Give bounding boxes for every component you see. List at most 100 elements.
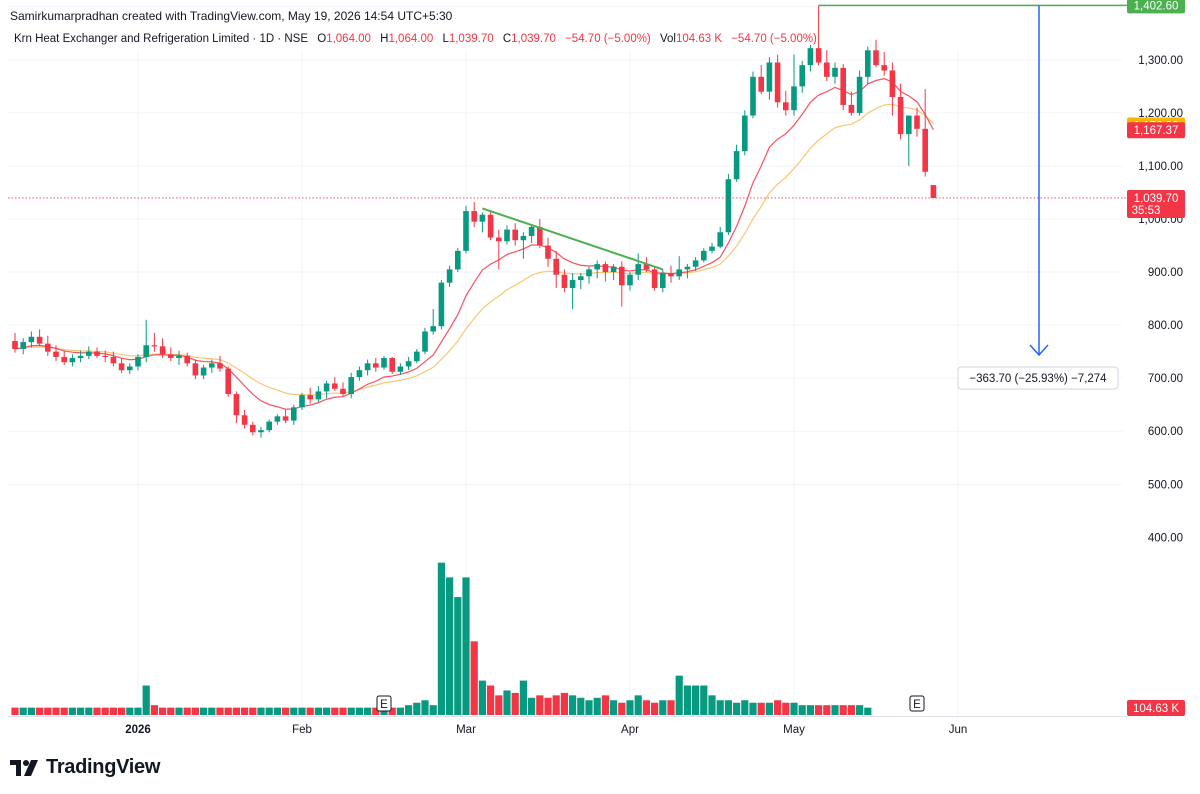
- candle-body: [340, 388, 346, 395]
- candle-body: [176, 355, 182, 358]
- candle: [389, 356, 395, 374]
- price-change: −54.70 (−5.00%): [565, 33, 651, 45]
- volume-bar: [241, 707, 249, 715]
- volume-change: −54.70 (−5.00%): [731, 33, 817, 45]
- candle: [766, 57, 773, 100]
- candle: [840, 64, 846, 111]
- volume-bar: [446, 577, 454, 715]
- candle-body: [28, 336, 35, 343]
- tradingview-logo[interactable]: TradingView: [10, 756, 160, 779]
- candle: [20, 338, 26, 355]
- time-axis-tick-label: Mar: [456, 724, 476, 736]
- candle: [110, 351, 117, 367]
- candle: [192, 359, 199, 380]
- candle-body: [504, 229, 510, 242]
- candle: [512, 223, 518, 246]
- time-axis: 2026 Feb Mar Apr May Jun: [125, 724, 967, 736]
- candle-body: [110, 356, 117, 364]
- earnings-marker: E: [909, 695, 925, 712]
- candle: [36, 329, 43, 347]
- volume-bar: [109, 707, 117, 715]
- volume-bar: [216, 707, 224, 715]
- volume-bar: [273, 707, 281, 715]
- candle-body: [192, 363, 199, 376]
- candles: [12, 5, 937, 438]
- volume-bar: [364, 707, 372, 715]
- candle: [660, 269, 666, 293]
- candle: [865, 46, 871, 84]
- volume-bar: [856, 705, 864, 715]
- volume-bar: [331, 707, 339, 715]
- candle: [159, 338, 166, 358]
- candle-body: [578, 276, 584, 281]
- volume-value: 104.63 K: [675, 33, 723, 45]
- candle-body: [307, 395, 313, 400]
- candle-body: [807, 48, 814, 66]
- candle-body: [438, 282, 445, 327]
- price-axis-tick-label: 500.00: [1148, 479, 1183, 491]
- volume-bar: [470, 641, 478, 715]
- earnings-marker-box: [909, 695, 925, 712]
- candle: [455, 248, 461, 273]
- candle-body: [684, 266, 691, 270]
- candle-body: [151, 345, 158, 347]
- volume-bar: [167, 707, 175, 715]
- candle: [487, 211, 494, 241]
- volume-bar: [577, 697, 585, 715]
- candle: [627, 272, 633, 291]
- candle-body: [94, 351, 100, 356]
- candle: [930, 185, 937, 198]
- candle: [619, 261, 625, 307]
- candle: [45, 335, 51, 356]
- candle-body: [750, 76, 756, 116]
- candle: [520, 232, 527, 259]
- candle: [340, 382, 346, 397]
- candle: [725, 173, 732, 235]
- volume-bar: [790, 702, 798, 715]
- volume-bar: [208, 707, 216, 715]
- candle-body: [848, 104, 855, 113]
- volume-bar: [36, 707, 44, 715]
- volume-bar: [831, 705, 839, 715]
- volume-bar: [724, 700, 732, 715]
- candle: [291, 404, 297, 425]
- candle: [537, 219, 543, 249]
- candle-body: [77, 355, 84, 358]
- volume-bar: [93, 707, 101, 715]
- symbol-name[interactable]: Krn Heat Exchanger and Refrigeration Lim…: [14, 33, 309, 45]
- candle: [848, 91, 855, 116]
- candle-body: [422, 331, 428, 352]
- candle: [430, 309, 436, 335]
- volume-bar: [290, 707, 298, 715]
- candle-body: [20, 342, 26, 349]
- low-value: 1,039.70: [448, 33, 494, 45]
- candle-body: [881, 65, 887, 71]
- candle-body: [914, 115, 920, 129]
- candle-body: [586, 269, 592, 277]
- candle-body: [414, 351, 420, 362]
- candle: [258, 426, 264, 438]
- volume-bar: [388, 707, 396, 715]
- candle: [586, 266, 592, 284]
- candle: [356, 366, 363, 381]
- volume-bar: [839, 705, 847, 715]
- price-axis-tick-label: 1,300.00: [1138, 55, 1183, 67]
- grid-lines: [8, 6, 1122, 716]
- candle-body: [45, 343, 51, 352]
- volume-bar: [437, 562, 445, 715]
- candle-body: [717, 232, 723, 247]
- volume-bar: [19, 707, 27, 715]
- candle: [881, 51, 887, 76]
- candle-body: [61, 356, 67, 363]
- candle: [446, 265, 453, 287]
- volume-tag-bg: [1127, 700, 1185, 716]
- candle-body: [356, 370, 363, 378]
- volume-bar: [77, 707, 85, 715]
- low-label: L: [442, 33, 449, 45]
- volume-bar: [634, 695, 642, 715]
- volume-bar: [708, 695, 716, 715]
- candle: [569, 273, 576, 310]
- candle-body: [118, 363, 125, 371]
- volume-bar: [339, 707, 347, 715]
